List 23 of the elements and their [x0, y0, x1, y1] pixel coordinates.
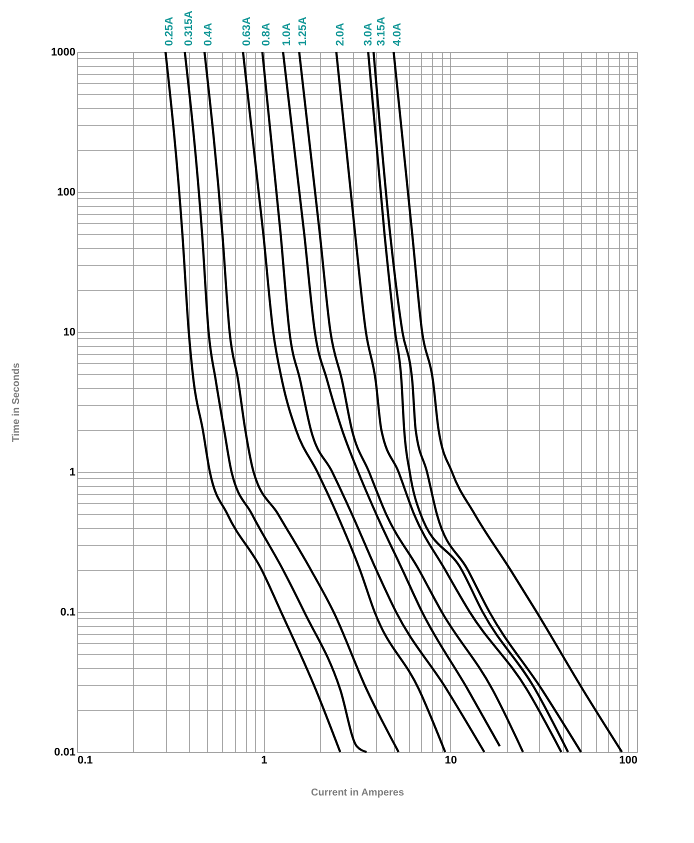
- x-tick-label: 100: [619, 754, 638, 766]
- x-tick-label: 10: [444, 754, 457, 766]
- text: 3.0A: [362, 22, 374, 46]
- text: 0.25A: [164, 16, 176, 46]
- y-tick-label: 1000: [51, 46, 76, 58]
- y-tick-label: 0.1: [60, 606, 76, 618]
- x-tick-label: 1: [261, 754, 268, 766]
- x-tick-label: 0.1: [78, 754, 93, 766]
- text: 1.0A: [281, 22, 294, 46]
- y-tick-label: 100: [57, 186, 76, 198]
- text: 3.15A: [375, 16, 388, 46]
- y-tick-label: 10: [63, 326, 76, 338]
- text: 4.0A: [392, 22, 404, 46]
- text: 0.8A: [260, 22, 272, 46]
- text: 0.63A: [241, 16, 254, 46]
- x-axis-title: Current in Amperes: [311, 788, 404, 798]
- y-axis-title: Time in Seconds: [11, 362, 22, 442]
- text: 1.25A: [297, 16, 310, 46]
- text: 0.315A: [182, 10, 195, 46]
- text: 0.4A: [202, 22, 214, 46]
- y-tick-label: 0.01: [54, 746, 76, 758]
- text: 2.0A: [334, 22, 346, 46]
- y-tick-label: 1: [69, 466, 76, 478]
